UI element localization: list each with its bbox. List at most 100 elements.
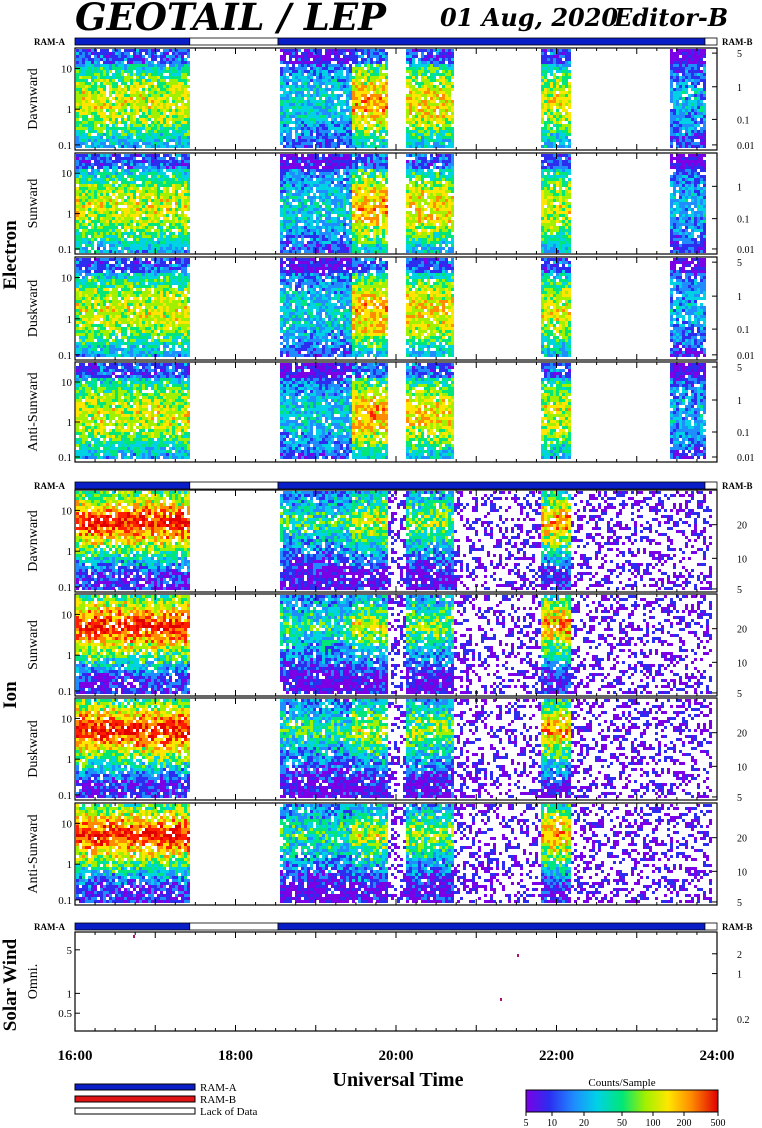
- panel-label: Dawnward: [26, 510, 41, 571]
- legend: RAM-A RAM-B Lack of Data: [75, 1082, 258, 1118]
- spectrogram-cells: [76, 363, 706, 459]
- colorbar-ticks: 5 10 20 50 100 200 500: [524, 1112, 726, 1128]
- right-tick-label: 10: [737, 554, 747, 565]
- ram-segment-ram-a: [75, 38, 190, 45]
- legend-swatch-ram-b: [75, 1096, 195, 1102]
- left-tick-label: 0.1: [58, 452, 72, 464]
- panel-label: Omni.: [26, 964, 41, 999]
- ram-segment-ram-a: [278, 482, 705, 489]
- right-tick-label: 0.1: [737, 115, 750, 126]
- left-tick-label: 0.1: [58, 350, 72, 362]
- x-tick-label: 22:00: [539, 1048, 574, 1064]
- right-tick-label: 0.01: [737, 245, 755, 256]
- legend-label-lack: Lack of Data: [200, 1106, 258, 1118]
- right-tick-label: 20: [737, 729, 747, 740]
- ram-segment-lack: [705, 923, 717, 930]
- legend-swatch-lack: [75, 1108, 195, 1114]
- spectrogram-cells: [76, 595, 712, 694]
- panel-label: Sunward: [26, 179, 41, 229]
- spectrogram-cells: [76, 154, 706, 253]
- left-tick-label: 10: [61, 818, 73, 830]
- ram-b-label: RAM-B: [722, 481, 753, 491]
- panel-label: Anti-Sunward: [26, 372, 41, 451]
- lep-spectrogram-figure: GEOTAIL / LEP 01 Aug, 2020 Editor-B Dawn…: [0, 0, 762, 1128]
- x-axis: 16:00 18:00 20:00 22:00 24:00: [58, 1048, 735, 1064]
- right-tick-label: 5: [737, 363, 742, 374]
- figure-date: 01 Aug, 2020: [440, 3, 618, 32]
- spectrogram-cells: [76, 804, 712, 903]
- left-tick-label: 1: [67, 314, 73, 326]
- right-tick-label: 5: [737, 258, 742, 269]
- ram-segment-ram-a: [278, 38, 705, 45]
- right-tick-label: 2: [737, 950, 742, 961]
- colorbar-tick-label: 100: [646, 1118, 661, 1128]
- spectrogram-cells: [133, 935, 519, 1001]
- left-tick-label: 10: [61, 168, 73, 180]
- legend-swatch-ram-a: [75, 1084, 195, 1090]
- left-tick-label: 1: [67, 650, 73, 662]
- right-tick-label: 0.1: [737, 215, 750, 226]
- spectrogram-cells: [76, 491, 712, 590]
- colorbar-tick-label: 200: [677, 1118, 692, 1128]
- left-tick-label: 10: [61, 505, 73, 517]
- right-tick-label: 20: [737, 521, 747, 532]
- right-tick-label: 5: [737, 49, 742, 60]
- right-tick-label: 0.01: [737, 453, 755, 464]
- x-tick-label: 20:00: [379, 1048, 414, 1064]
- colorbar-title: Counts/Sample: [588, 1077, 655, 1089]
- left-tick-label: 10: [61, 63, 73, 75]
- colorbar-tick-label: 10: [547, 1118, 557, 1128]
- ram-b-label: RAM-B: [722, 922, 753, 932]
- left-tick-label: 0.5: [58, 1008, 72, 1020]
- left-tick-label: 10: [61, 713, 73, 725]
- ram-segment-lack: [190, 923, 278, 930]
- ram-a-label: RAM-A: [34, 481, 65, 491]
- legend-label-ram-a: RAM-A: [200, 1082, 237, 1094]
- panel-label: Anti-Sunward: [26, 814, 41, 893]
- left-tick-label: 5: [67, 945, 73, 957]
- ram-segment-lack: [705, 38, 717, 45]
- panel-label: Dawnward: [26, 68, 41, 129]
- ram-a-label: RAM-A: [34, 37, 65, 47]
- right-tick-label: 1: [737, 292, 742, 303]
- group-label-ion: Ion: [0, 681, 21, 709]
- x-axis-title: Universal Time: [333, 1069, 464, 1091]
- left-tick-label: 1: [67, 988, 73, 1000]
- x-tick-label: 24:00: [700, 1048, 735, 1064]
- left-tick-label: 0.1: [58, 244, 72, 256]
- colorbar-tick-label: 500: [711, 1118, 726, 1128]
- ram-b-label: RAM-B: [722, 37, 753, 47]
- panel-label: Duskward: [26, 280, 41, 338]
- left-tick-label: 1: [67, 859, 73, 871]
- right-tick-label: 10: [737, 658, 747, 669]
- ram-segment-ram-a: [278, 923, 705, 930]
- left-tick-label: 0.1: [58, 895, 72, 907]
- spectrogram-cells: [76, 49, 706, 148]
- ram-bar: RAM-A RAM-B: [34, 37, 753, 47]
- ram-bar: RAM-A RAM-B: [34, 922, 753, 932]
- legend-label-ram-b: RAM-B: [200, 1094, 236, 1106]
- right-tick-label: 0.01: [737, 141, 755, 152]
- panels-layer: Dawnward 10 1 0.1 5 1 0.1 0.01 Sunward 10 1 0.1 1 0.1…: [26, 48, 755, 1031]
- left-tick-label: 1: [67, 417, 73, 429]
- ram-a-label: RAM-A: [34, 922, 65, 932]
- right-tick-label: 0.2: [737, 1015, 750, 1026]
- spectrogram-cells: [76, 699, 712, 798]
- figure-title: GEOTAIL / LEP: [75, 0, 387, 39]
- colorbar-gradient: [526, 1090, 718, 1112]
- x-tick-label: 16:00: [58, 1048, 93, 1064]
- right-tick-label: 20: [737, 625, 747, 636]
- right-tick-label: 0.01: [737, 351, 755, 362]
- left-tick-label: 10: [61, 377, 73, 389]
- ram-segment-ram-a: [75, 923, 190, 930]
- left-tick-label: 1: [67, 104, 73, 116]
- left-tick-label: 10: [61, 273, 73, 285]
- group-label-solar-wind: Solar Wind: [0, 938, 21, 1031]
- left-tick-label: 1: [67, 209, 73, 221]
- panel-frame: [75, 932, 717, 1031]
